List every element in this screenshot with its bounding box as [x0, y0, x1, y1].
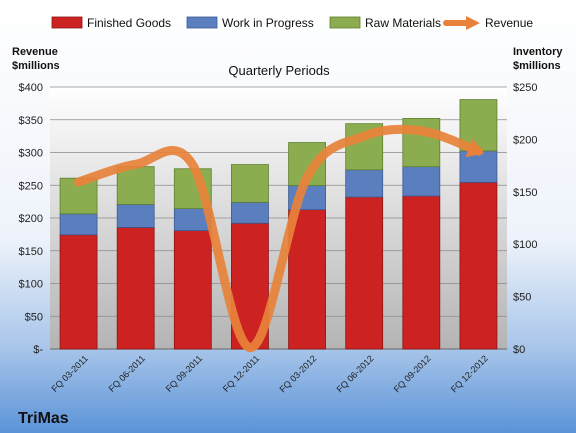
- bar-finished-goods-fq-06-2011: [116, 227, 155, 350]
- bar-work-in-progress-fq-03-2011: [59, 213, 98, 236]
- bar-finished-goods-fq-03-2012: [288, 209, 326, 350]
- left-axis-tick-label: $100: [19, 279, 43, 291]
- revenue-line-arrowhead: [465, 138, 485, 158]
- bar-raw-materials-fq-06-2011: [116, 166, 155, 205]
- right-axis-tick-label: $200: [513, 134, 537, 146]
- left-axis-tick-label: $250: [19, 180, 43, 192]
- legend-swatch-work-in-progress: [186, 16, 218, 29]
- left-axis-tick-label: $350: [19, 115, 43, 127]
- bar-work-in-progress-fq-06-2012: [345, 169, 384, 198]
- left-axis-tick-label: $400: [19, 82, 43, 94]
- bars: [59, 99, 498, 350]
- right-axis-tick-label: $0: [513, 344, 525, 356]
- bar-finished-goods-fq-09-2011: [173, 230, 212, 350]
- right-axis-ticks: $0 $50 $100 $150 $200 $250: [513, 82, 537, 356]
- bar-finished-goods-fq-12-2012: [459, 181, 498, 350]
- bar-work-in-progress-fq-06-2011: [116, 203, 155, 228]
- left-axis-title-line2: $millions: [12, 60, 60, 72]
- bar-finished-goods-fq-06-2012: [345, 196, 384, 350]
- company-logo-text: TriMas: [18, 410, 69, 427]
- left-axis-tick-label: $150: [19, 246, 43, 258]
- bar-finished-goods-fq-09-2012: [402, 195, 441, 350]
- left-axis-tick-label: $-: [33, 344, 43, 356]
- bar-work-in-progress-fq-12-2011: [231, 201, 269, 224]
- legend-swatch-raw-materials: [329, 16, 361, 29]
- right-axis-title-line2: $millions: [513, 60, 561, 72]
- legend-label-raw-materials: Raw Materials: [365, 16, 441, 30]
- right-axis-tick-label: $250: [513, 82, 537, 94]
- bar-work-in-progress-fq-09-2012: [402, 166, 441, 197]
- left-axis-tick-label: $300: [19, 148, 43, 160]
- chart-title: Quarterly Periods: [228, 63, 330, 78]
- bar-finished-goods-fq-03-2011: [59, 234, 98, 350]
- legend-label-work-in-progress: Work in Progress: [222, 16, 314, 30]
- legend-label-finished-goods: Finished Goods: [87, 16, 171, 30]
- right-axis-tick-label: $50: [513, 292, 531, 304]
- left-axis-title-line1: Revenue: [12, 46, 58, 58]
- revenue-line-path: [74, 124, 483, 353]
- revenue-line: [74, 124, 485, 353]
- right-axis-tick-label: $100: [513, 239, 537, 251]
- legend-label-revenue: Revenue: [485, 16, 533, 30]
- right-axis-title-line1: Inventory: [513, 46, 563, 58]
- legend-swatch-revenue-arrow: [466, 16, 480, 30]
- left-axis-ticks: $- $50 $100 $150 $200 $250 $300 $350 $400: [19, 82, 44, 356]
- bar-raw-materials-fq-12-2011: [231, 164, 269, 203]
- legend: Finished Goods Work in Progress Raw Mate…: [51, 16, 533, 30]
- left-axis-tick-label: $50: [25, 311, 43, 323]
- left-axis-tick-label: $200: [19, 213, 43, 225]
- legend-swatch-finished-goods: [51, 16, 83, 29]
- right-axis-tick-label: $150: [513, 187, 537, 199]
